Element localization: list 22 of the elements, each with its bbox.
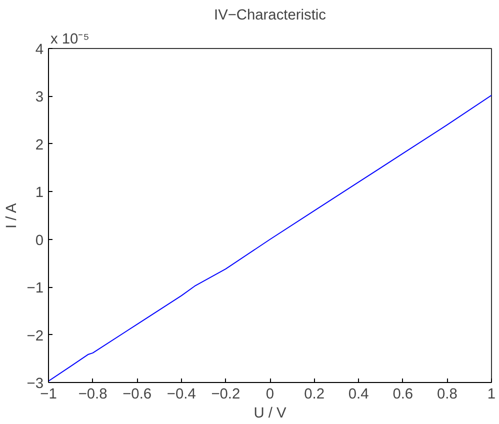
y-tick-label: 3 — [35, 90, 44, 106]
text: x 10⁻⁵ — [50, 32, 90, 48]
chart-title: IV−Characteristic — [214, 8, 326, 24]
x-tick-label: −0.2 — [211, 386, 240, 402]
x-tick-label: 0.8 — [437, 386, 458, 402]
x-tick-label: 0.4 — [348, 386, 369, 402]
y-tick-label: 4 — [35, 42, 44, 58]
x-tick-label: −0.6 — [122, 386, 152, 402]
x-tick-label: −0.8 — [78, 386, 108, 402]
x-tick-label: 1 — [487, 386, 496, 402]
y-tick-label: 1 — [35, 185, 44, 202]
x-tick-label: 0.6 — [392, 386, 414, 402]
y-tick-label: 0 — [35, 232, 44, 249]
x-tick-label: 0.2 — [304, 386, 324, 402]
x-tick-label: 0 — [266, 386, 274, 402]
y-tick-label: 2 — [35, 137, 44, 154]
x-axis-title: U / V — [254, 406, 287, 422]
y-tick-label: −2 — [26, 328, 44, 344]
y-axis-title: I / A — [4, 203, 20, 229]
x-tick-label: −0.4 — [166, 386, 196, 402]
y-tick-label: −1 — [26, 280, 44, 297]
y-tick-label: −3 — [26, 376, 44, 392]
